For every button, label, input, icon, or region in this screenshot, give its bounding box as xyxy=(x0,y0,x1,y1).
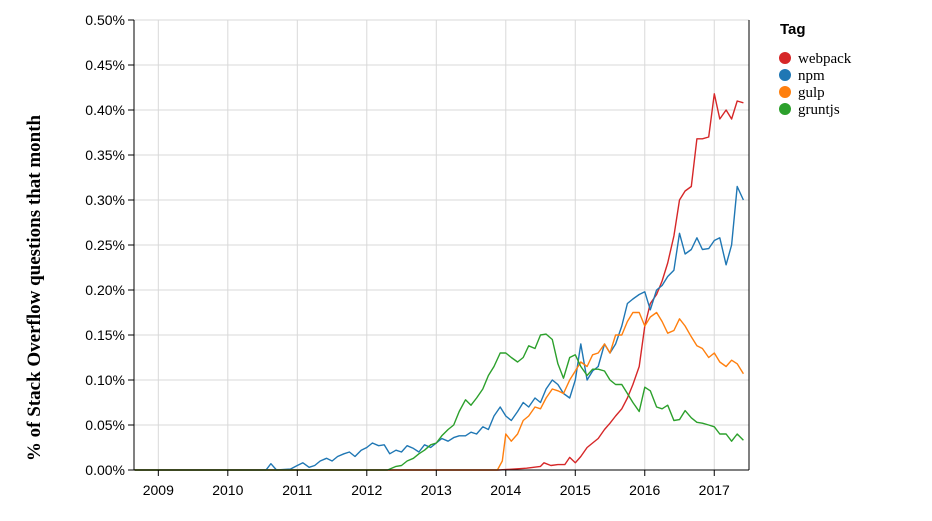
x-tick-label: 2013 xyxy=(421,482,452,498)
series-line-webpack xyxy=(134,93,744,471)
legend-swatch-npm xyxy=(779,69,791,81)
x-tick-label: 2012 xyxy=(351,482,382,498)
x-tick-label: 2015 xyxy=(560,482,591,498)
x-tick-label: 2016 xyxy=(629,482,660,498)
legend-label-gulp: gulp xyxy=(798,85,825,101)
legend-label-webpack: webpack xyxy=(798,51,852,67)
y-tick-label: 0.10% xyxy=(85,372,125,388)
y-tick-label: 0.35% xyxy=(85,147,125,163)
x-tick-label: 2014 xyxy=(490,482,521,498)
legend-swatch-gulp xyxy=(779,86,791,98)
grid-layer xyxy=(134,19,749,471)
legend-label-npm: npm xyxy=(798,68,825,84)
y-tick-label: 0.05% xyxy=(85,417,125,433)
legend-swatch-webpack xyxy=(779,52,791,64)
legend-title: Tag xyxy=(780,21,806,38)
y-tick-label: 0.45% xyxy=(85,57,125,73)
x-tick-label: 2011 xyxy=(282,482,312,498)
y-axis-label: % of Stack Overflow questions that month xyxy=(24,114,45,461)
x-tick-label: 2009 xyxy=(143,482,174,498)
series-line-gruntjs xyxy=(134,333,744,471)
legend-label-gruntjs: gruntjs xyxy=(798,102,840,118)
y-tick-label: 0.40% xyxy=(85,102,125,118)
y-tick-label: 0.25% xyxy=(85,237,125,253)
series-layer xyxy=(134,93,745,471)
axis-layer: 0.00% 0.05% 0.10% 0.15% 0.20% 0.25% 0.30% 0.35%… xyxy=(85,12,750,498)
y-tick-label: 0.00% xyxy=(85,462,125,478)
y-tick-label: 0.15% xyxy=(85,327,125,343)
legend-swatch-gruntjs xyxy=(779,103,791,115)
x-tick-label: 2010 xyxy=(212,482,243,498)
y-tick-label: 0.20% xyxy=(85,282,125,298)
y-tick-label: 0.30% xyxy=(85,192,125,208)
series-line-gulp xyxy=(134,311,744,471)
series-line-npm xyxy=(134,185,745,471)
y-tick-label: 0.50% xyxy=(85,12,125,28)
x-tick-label: 2017 xyxy=(699,482,730,498)
